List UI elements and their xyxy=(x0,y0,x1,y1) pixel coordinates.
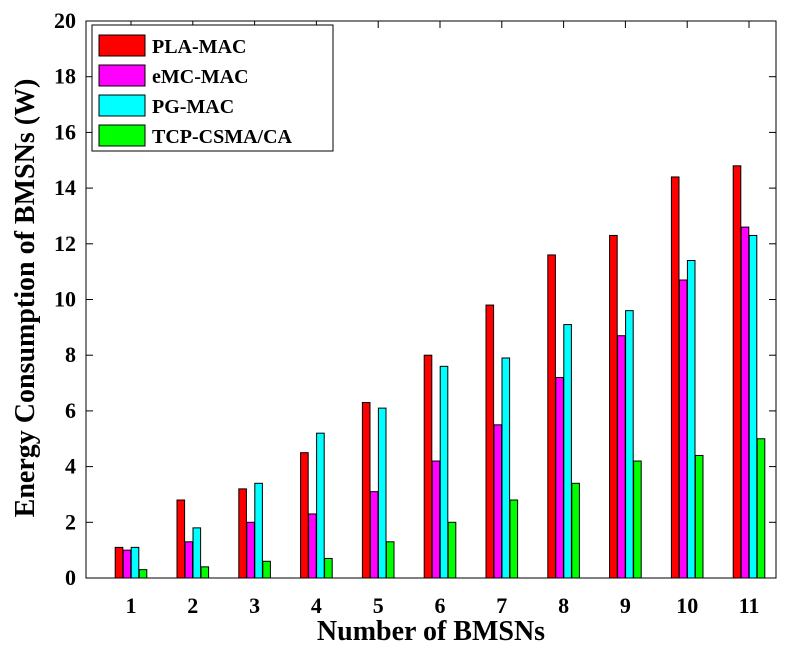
legend-swatch xyxy=(99,65,145,86)
bar-tcp-csma-ca-8 xyxy=(572,483,580,578)
bar-tcp-csma-ca-5 xyxy=(386,542,394,578)
bar-pla-mac-11 xyxy=(733,166,741,578)
legend: PLA-MAC eMC-MAC PG-MAC TCP-CSMA/CA xyxy=(92,25,333,151)
bar-pla-mac-6 xyxy=(424,355,432,578)
y-tick-label: 2 xyxy=(65,509,76,534)
bar-emc-mac-3 xyxy=(247,522,255,578)
x-tick-label: 4 xyxy=(311,593,322,618)
bar-pg-mac-9 xyxy=(626,311,634,578)
x-tick-label: 1 xyxy=(126,593,137,618)
legend-swatch xyxy=(99,35,145,56)
y-tick-label: 14 xyxy=(54,175,76,200)
bar-pg-mac-2 xyxy=(193,528,201,578)
legend-label: eMC-MAC xyxy=(152,66,249,88)
y-tick-label: 8 xyxy=(65,342,76,367)
bar-tcp-csma-ca-1 xyxy=(139,570,147,578)
y-axis-title: Energy Consumption of BMSNs (W) xyxy=(10,79,41,518)
bar-emc-mac-1 xyxy=(123,550,131,578)
bar-emc-mac-5 xyxy=(370,492,378,578)
bar-emc-mac-4 xyxy=(309,514,317,578)
bar-pla-mac-1 xyxy=(115,547,123,578)
bar-pla-mac-3 xyxy=(239,489,247,578)
x-tick-label: 3 xyxy=(249,593,260,618)
bar-pg-mac-10 xyxy=(687,261,695,578)
bar-tcp-csma-ca-10 xyxy=(695,455,703,578)
bar-emc-mac-9 xyxy=(618,336,626,578)
x-tick-label: 7 xyxy=(496,593,507,618)
bar-pg-mac-4 xyxy=(317,433,325,578)
bar-pg-mac-8 xyxy=(564,325,572,578)
x-tick-label: 11 xyxy=(739,593,760,618)
bar-emc-mac-6 xyxy=(432,461,440,578)
x-tick-label: 2 xyxy=(187,593,198,618)
y-tick-label: 4 xyxy=(65,454,76,479)
x-tick-label: 8 xyxy=(558,593,569,618)
legend-label: PG-MAC xyxy=(152,96,234,118)
legend-swatch xyxy=(99,125,145,146)
bar-pg-mac-1 xyxy=(131,547,139,578)
bar-emc-mac-2 xyxy=(185,542,193,578)
y-tick-label: 20 xyxy=(54,8,76,33)
bar-pla-mac-7 xyxy=(486,305,494,578)
bar-pla-mac-5 xyxy=(362,403,370,578)
bar-pla-mac-9 xyxy=(610,235,618,578)
bar-emc-mac-10 xyxy=(679,280,687,578)
y-tick-label: 0 xyxy=(65,565,76,590)
bar-pla-mac-2 xyxy=(177,500,185,578)
y-tick-label: 18 xyxy=(54,64,76,89)
bar-pg-mac-6 xyxy=(440,366,448,578)
bar-pla-mac-4 xyxy=(301,453,309,578)
bar-pg-mac-5 xyxy=(378,408,386,578)
bar-tcp-csma-ca-3 xyxy=(263,561,271,578)
bar-tcp-csma-ca-7 xyxy=(510,500,518,578)
x-tick-label: 9 xyxy=(620,593,631,618)
y-tick-label: 16 xyxy=(54,119,76,144)
bar-pla-mac-8 xyxy=(548,255,556,578)
x-tick-label: 6 xyxy=(435,593,446,618)
x-axis-title: Number of BMSNs xyxy=(317,616,545,647)
bar-tcp-csma-ca-6 xyxy=(448,522,456,578)
y-tick-label: 12 xyxy=(54,231,76,256)
bar-pg-mac-7 xyxy=(502,358,510,578)
bar-tcp-csma-ca-11 xyxy=(757,439,765,578)
bar-emc-mac-8 xyxy=(556,377,564,578)
bar-tcp-csma-ca-9 xyxy=(634,461,642,578)
bar-emc-mac-7 xyxy=(494,425,502,578)
bar-pg-mac-11 xyxy=(749,235,757,578)
legend-label: TCP-CSMA/CA xyxy=(152,126,293,148)
bar-tcp-csma-ca-2 xyxy=(201,567,209,578)
y-tick-label: 10 xyxy=(54,287,76,312)
legend-label: PLA-MAC xyxy=(152,36,246,58)
bar-emc-mac-11 xyxy=(741,227,749,578)
bar-tcp-csma-ca-4 xyxy=(325,559,333,579)
legend-swatch xyxy=(99,95,145,116)
bar-pla-mac-10 xyxy=(671,177,679,578)
x-tick-label: 5 xyxy=(373,593,384,618)
bar-pg-mac-3 xyxy=(255,483,263,578)
y-tick-label: 6 xyxy=(65,398,76,423)
x-tick-label: 10 xyxy=(676,593,698,618)
